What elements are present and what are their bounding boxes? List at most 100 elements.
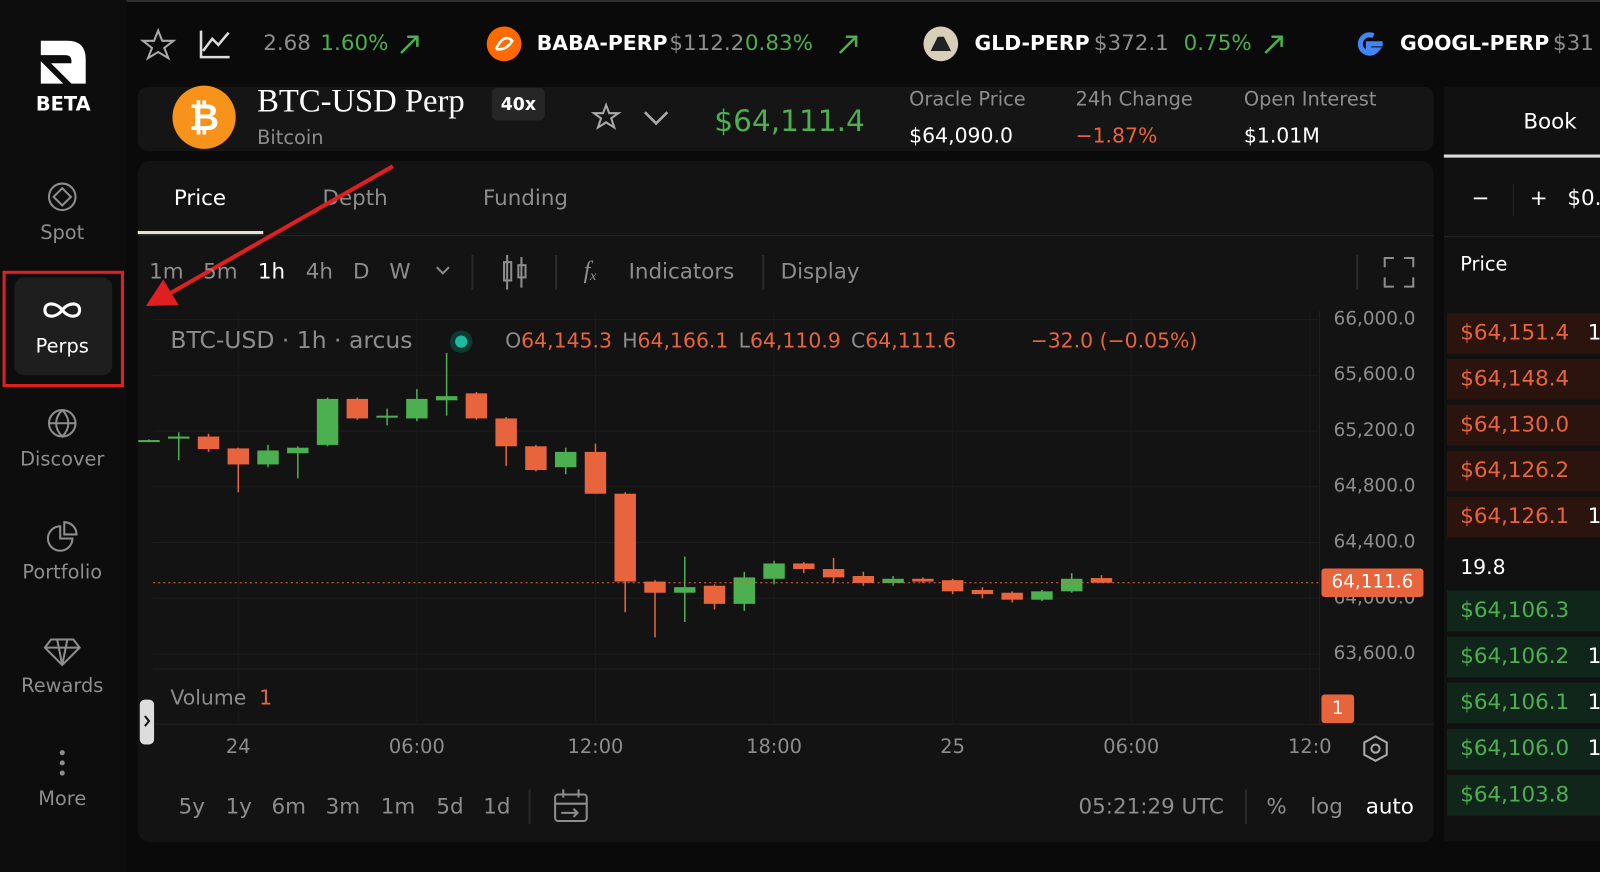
- ask-price[interactable]: $64,148.4: [1460, 366, 1569, 391]
- nav-item[interactable]: More: [38, 787, 86, 810]
- candle-body: [168, 436, 190, 439]
- nav-item[interactable]: Perps: [36, 334, 89, 357]
- logo[interactable]: [40, 40, 86, 84]
- leverage-badge: [491, 87, 545, 121]
- favorites-icon[interactable]: [139, 27, 177, 61]
- candle-body: [584, 451, 607, 494]
- nav-item[interactable]: Spot: [40, 221, 84, 244]
- tab[interactable]: Funding: [483, 186, 568, 211]
- range-button[interactable]: 1d: [483, 795, 510, 820]
- range-button[interactable]: 3m: [326, 795, 360, 820]
- order-size: 1: [1588, 736, 1600, 761]
- interval[interactable]: D: [353, 259, 369, 284]
- calendar-lines: [555, 789, 587, 818]
- interval[interactable]: 1m: [149, 259, 183, 284]
- bid-price[interactable]: $64,106.0: [1460, 736, 1569, 761]
- candle-body: [614, 493, 636, 582]
- range-button[interactable]: 1m: [381, 795, 415, 820]
- range-button[interactable]: 5d: [436, 795, 463, 820]
- interval[interactable]: W: [389, 259, 410, 284]
- candle-body: [525, 446, 547, 471]
- ohlc-key: H: [622, 329, 637, 353]
- book-tick-size[interactable]: $0.: [1567, 186, 1600, 211]
- book-minus[interactable]: −: [1472, 186, 1490, 211]
- candle-body: [733, 577, 755, 604]
- range-button[interactable]: 1y: [226, 795, 253, 820]
- perps-icon: [43, 302, 82, 318]
- scale-option[interactable]: log: [1310, 795, 1343, 820]
- chart-type-icon[interactable]: [503, 254, 527, 290]
- annotation-arrowhead: [145, 279, 179, 306]
- range-button[interactable]: 5y: [179, 795, 206, 820]
- rewards-icon: [43, 638, 81, 667]
- ticker-symbol[interactable]: GOOGL-PERP: [1400, 31, 1549, 55]
- spot-icon-inner: [52, 186, 73, 207]
- date-range-icon[interactable]: [554, 789, 588, 823]
- candle-body: [346, 398, 369, 419]
- scale-option[interactable]: %: [1266, 795, 1286, 820]
- nav-item[interactable]: Discover: [20, 447, 104, 470]
- stat-label: Oracle Price: [909, 87, 1025, 110]
- market-dropdown[interactable]: [643, 111, 669, 126]
- book-tab[interactable]: Book: [1523, 109, 1577, 134]
- candle-body: [822, 569, 845, 578]
- indicators-button[interactable]: Indicators: [629, 259, 735, 284]
- candle-body: [1031, 591, 1053, 600]
- bid-row-bg: [1446, 774, 1600, 816]
- interval[interactable]: 4h: [306, 259, 333, 284]
- ticker-change: 0.75%: [1184, 31, 1252, 56]
- chart-icon[interactable]: [199, 30, 230, 59]
- bid-price[interactable]: $64,106.2: [1460, 644, 1569, 669]
- toolbar-separators: [471, 254, 1359, 290]
- range-button[interactable]: 6m: [272, 795, 306, 820]
- ask-price[interactable]: $64,126.2: [1460, 458, 1569, 483]
- chart-legend: BTC-USD · 1h · arcus: [170, 326, 412, 354]
- last-price-tag: [1321, 568, 1424, 598]
- favorite-star[interactable]: [590, 102, 622, 130]
- bid-price[interactable]: $64,106.3: [1460, 598, 1569, 623]
- candle-body: [554, 451, 577, 468]
- order-size: 1: [1588, 321, 1600, 346]
- tab[interactable]: Price: [174, 186, 226, 211]
- ohlc-value: 64,166.1: [638, 329, 729, 353]
- nav-item[interactable]: Rewards: [21, 674, 103, 697]
- nav-item[interactable]: Portfolio: [22, 561, 102, 584]
- ask-price[interactable]: $64,130.0: [1460, 412, 1569, 437]
- stat-label: 24h Change: [1076, 87, 1193, 110]
- interval-dropdown[interactable]: [436, 266, 450, 275]
- scale-option[interactable]: auto: [1366, 795, 1414, 820]
- fx-icon[interactable]: fₓ: [584, 257, 598, 284]
- collapse-arrow: [144, 715, 151, 727]
- fullscreen-icon[interactable]: [1383, 257, 1415, 288]
- candle-body: [316, 398, 339, 445]
- display-button[interactable]: Display: [781, 259, 860, 284]
- candle-body: [376, 415, 398, 418]
- x-tick-label: 12:00: [568, 735, 624, 758]
- candle-body: [495, 418, 517, 447]
- ticker-symbol[interactable]: GLD-PERP: [974, 31, 1089, 55]
- candle-wicks: [506, 254, 523, 290]
- settings-hex: [1363, 735, 1388, 762]
- bid-price[interactable]: $64,106.1: [1460, 690, 1569, 715]
- settings-icon[interactable]: [1363, 735, 1388, 762]
- y-tick-label: 66,000.0: [1334, 308, 1416, 329]
- ticker-symbol[interactable]: BABA-PERP: [537, 31, 668, 55]
- ohlc-value: 64,145.3: [521, 329, 612, 353]
- interval[interactable]: 1h: [258, 259, 285, 284]
- candle-body: [406, 398, 428, 419]
- asset-name: Bitcoin: [257, 126, 323, 149]
- candle-body: [644, 581, 666, 593]
- portfolio-icon: [46, 521, 78, 552]
- candle-body: [257, 450, 279, 465]
- baba-icon-mark: [494, 36, 514, 51]
- interval[interactable]: 5m: [203, 259, 237, 284]
- ask-price[interactable]: $64,151.4: [1460, 321, 1569, 346]
- ohlc-key: O: [505, 329, 521, 353]
- ask-price[interactable]: $64,126.1: [1460, 504, 1569, 529]
- market-name: BTC-USD Perp: [257, 84, 465, 120]
- candle-body: [941, 580, 964, 592]
- book-plus[interactable]: +: [1530, 186, 1548, 211]
- bid-price[interactable]: $64,103.8: [1460, 782, 1569, 807]
- candle-body: [793, 563, 815, 570]
